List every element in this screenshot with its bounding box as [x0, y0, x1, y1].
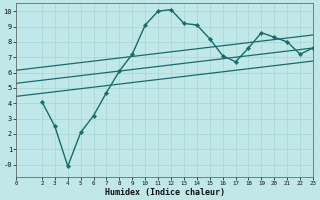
X-axis label: Humidex (Indice chaleur): Humidex (Indice chaleur) [105, 188, 225, 197]
